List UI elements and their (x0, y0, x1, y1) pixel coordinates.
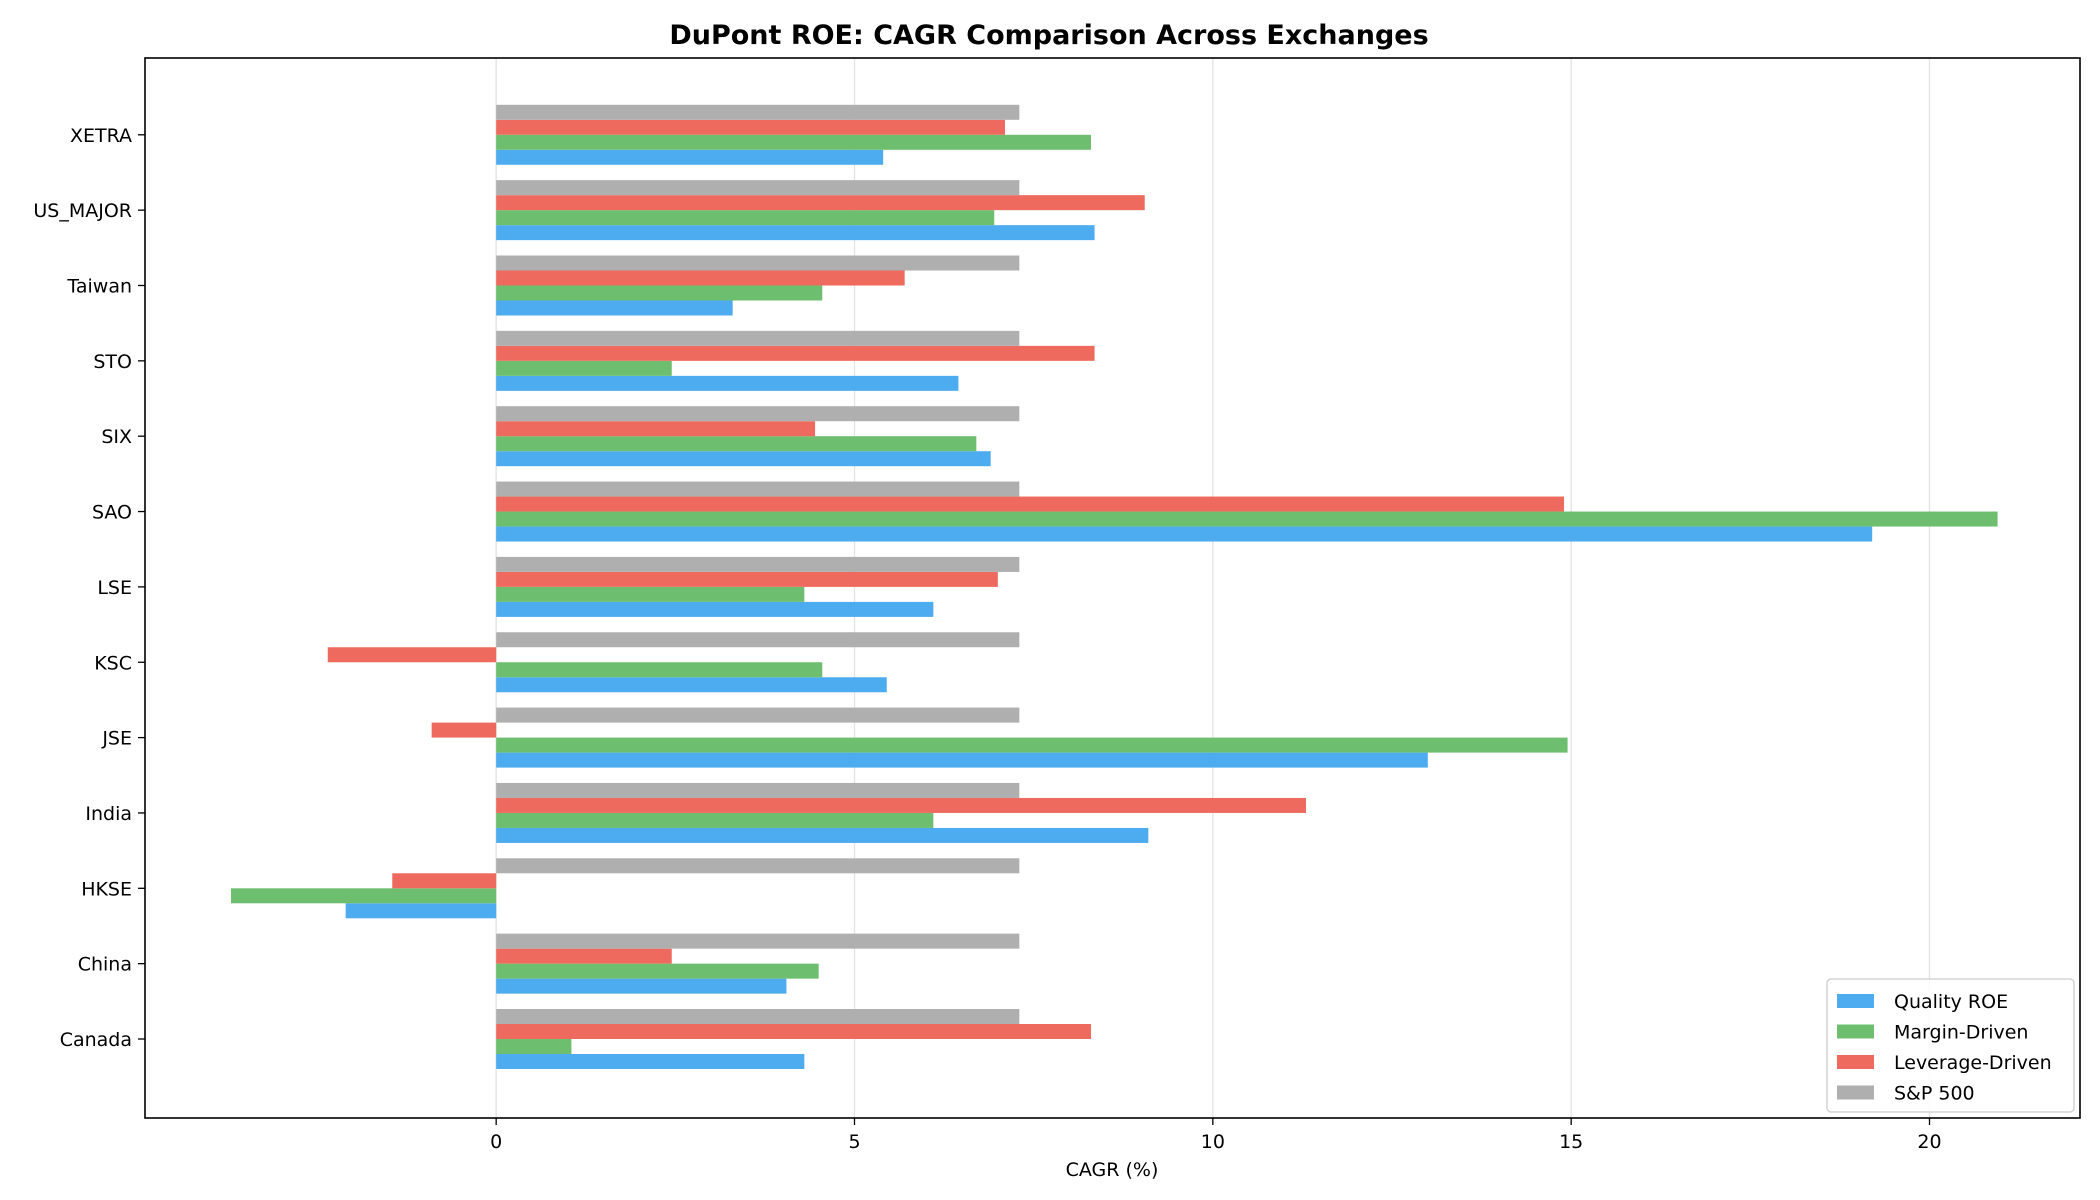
x-tick-label: 15 (1559, 1131, 1583, 1153)
bar (496, 436, 977, 452)
y-tick-label: LSE (97, 577, 132, 599)
bar (496, 496, 1565, 512)
bars (231, 104, 1998, 1069)
bar (496, 677, 887, 693)
bar (496, 948, 672, 964)
bar (496, 601, 934, 617)
bar (496, 812, 934, 828)
bar (496, 782, 1020, 798)
legend-label: Margin-Driven (1894, 1022, 2028, 1044)
y-tick-label: HKSE (81, 878, 132, 900)
legend-label: Quality ROE (1894, 991, 2008, 1013)
y-tick-label: China (78, 954, 132, 976)
y-tick-label: Taiwan (66, 276, 132, 298)
bar (496, 933, 1020, 949)
y-tick-label: JSE (101, 728, 132, 750)
bar (345, 903, 497, 919)
bar (496, 360, 672, 376)
bar (496, 134, 1092, 150)
bar (496, 210, 995, 226)
y-tick-label: SAO (92, 502, 132, 524)
y-tick-label: XETRA (70, 125, 132, 147)
y-tick-label: Canada (60, 1029, 132, 1051)
x-axis-label: CAGR (%) (1066, 1159, 1159, 1181)
bar (496, 858, 1020, 874)
bar (496, 1009, 1020, 1024)
x-tick-label: 0 (490, 1131, 502, 1153)
bar (496, 1039, 572, 1054)
bar (496, 481, 1020, 497)
bar (496, 978, 787, 994)
bar (496, 180, 1020, 196)
bar (496, 345, 1095, 361)
legend-swatch (1837, 994, 1874, 1008)
bar (496, 737, 1568, 753)
y-tick-label: India (85, 803, 132, 825)
bar (496, 255, 1020, 271)
bar (496, 421, 816, 437)
y-tick-label: SIX (101, 426, 132, 448)
bar (496, 375, 959, 391)
legend-label: Leverage-Driven (1894, 1052, 2052, 1074)
bar (496, 1054, 805, 1069)
bar (496, 752, 1428, 768)
chart-title: DuPont ROE: CAGR Comparison Across Excha… (669, 20, 1428, 51)
y-tick-label: US_MAJOR (33, 200, 132, 222)
bar (496, 104, 1020, 120)
plot-frame (144, 57, 2081, 1119)
legend-swatch (1837, 1085, 1874, 1100)
legend-swatch (1837, 1024, 1874, 1039)
bar (496, 827, 1149, 843)
bar (496, 406, 1020, 422)
bar (431, 722, 497, 738)
bar (496, 797, 1307, 813)
bar (496, 300, 733, 316)
bar (327, 647, 497, 663)
axis-ticks: 0 5 10 15 20 Canada China HKSE India JSE KSC LSE SAO… (33, 125, 1941, 1153)
bar (496, 586, 805, 602)
bar (496, 571, 998, 587)
bar (496, 285, 823, 301)
x-tick-label: 10 (1201, 1131, 1225, 1153)
bar (496, 632, 1020, 648)
bar (496, 511, 1998, 527)
bar (496, 662, 823, 678)
bar (496, 556, 1020, 572)
bar (392, 873, 497, 889)
legend-frame (1826, 978, 2075, 1113)
bar (496, 225, 1095, 241)
legend-swatch (1837, 1055, 1874, 1069)
legend: Quality ROE Margin-Driven Leverage-Driven S… (1826, 978, 2075, 1113)
x-tick-label: 20 (1917, 1131, 1941, 1153)
x-tick-label: 5 (848, 1131, 860, 1153)
bar (496, 1024, 1092, 1039)
y-tick-label: STO (93, 351, 132, 373)
bar (496, 270, 905, 286)
bar (496, 707, 1020, 723)
bar (496, 451, 991, 467)
bar (496, 195, 1145, 211)
legend-label: S&P 500 (1894, 1083, 1975, 1105)
bar (496, 149, 884, 165)
bar (496, 119, 1005, 135)
bar (496, 963, 819, 979)
bar (231, 888, 497, 904)
bar (496, 330, 1020, 346)
y-tick-label: KSC (94, 652, 132, 674)
bar (496, 526, 1873, 542)
